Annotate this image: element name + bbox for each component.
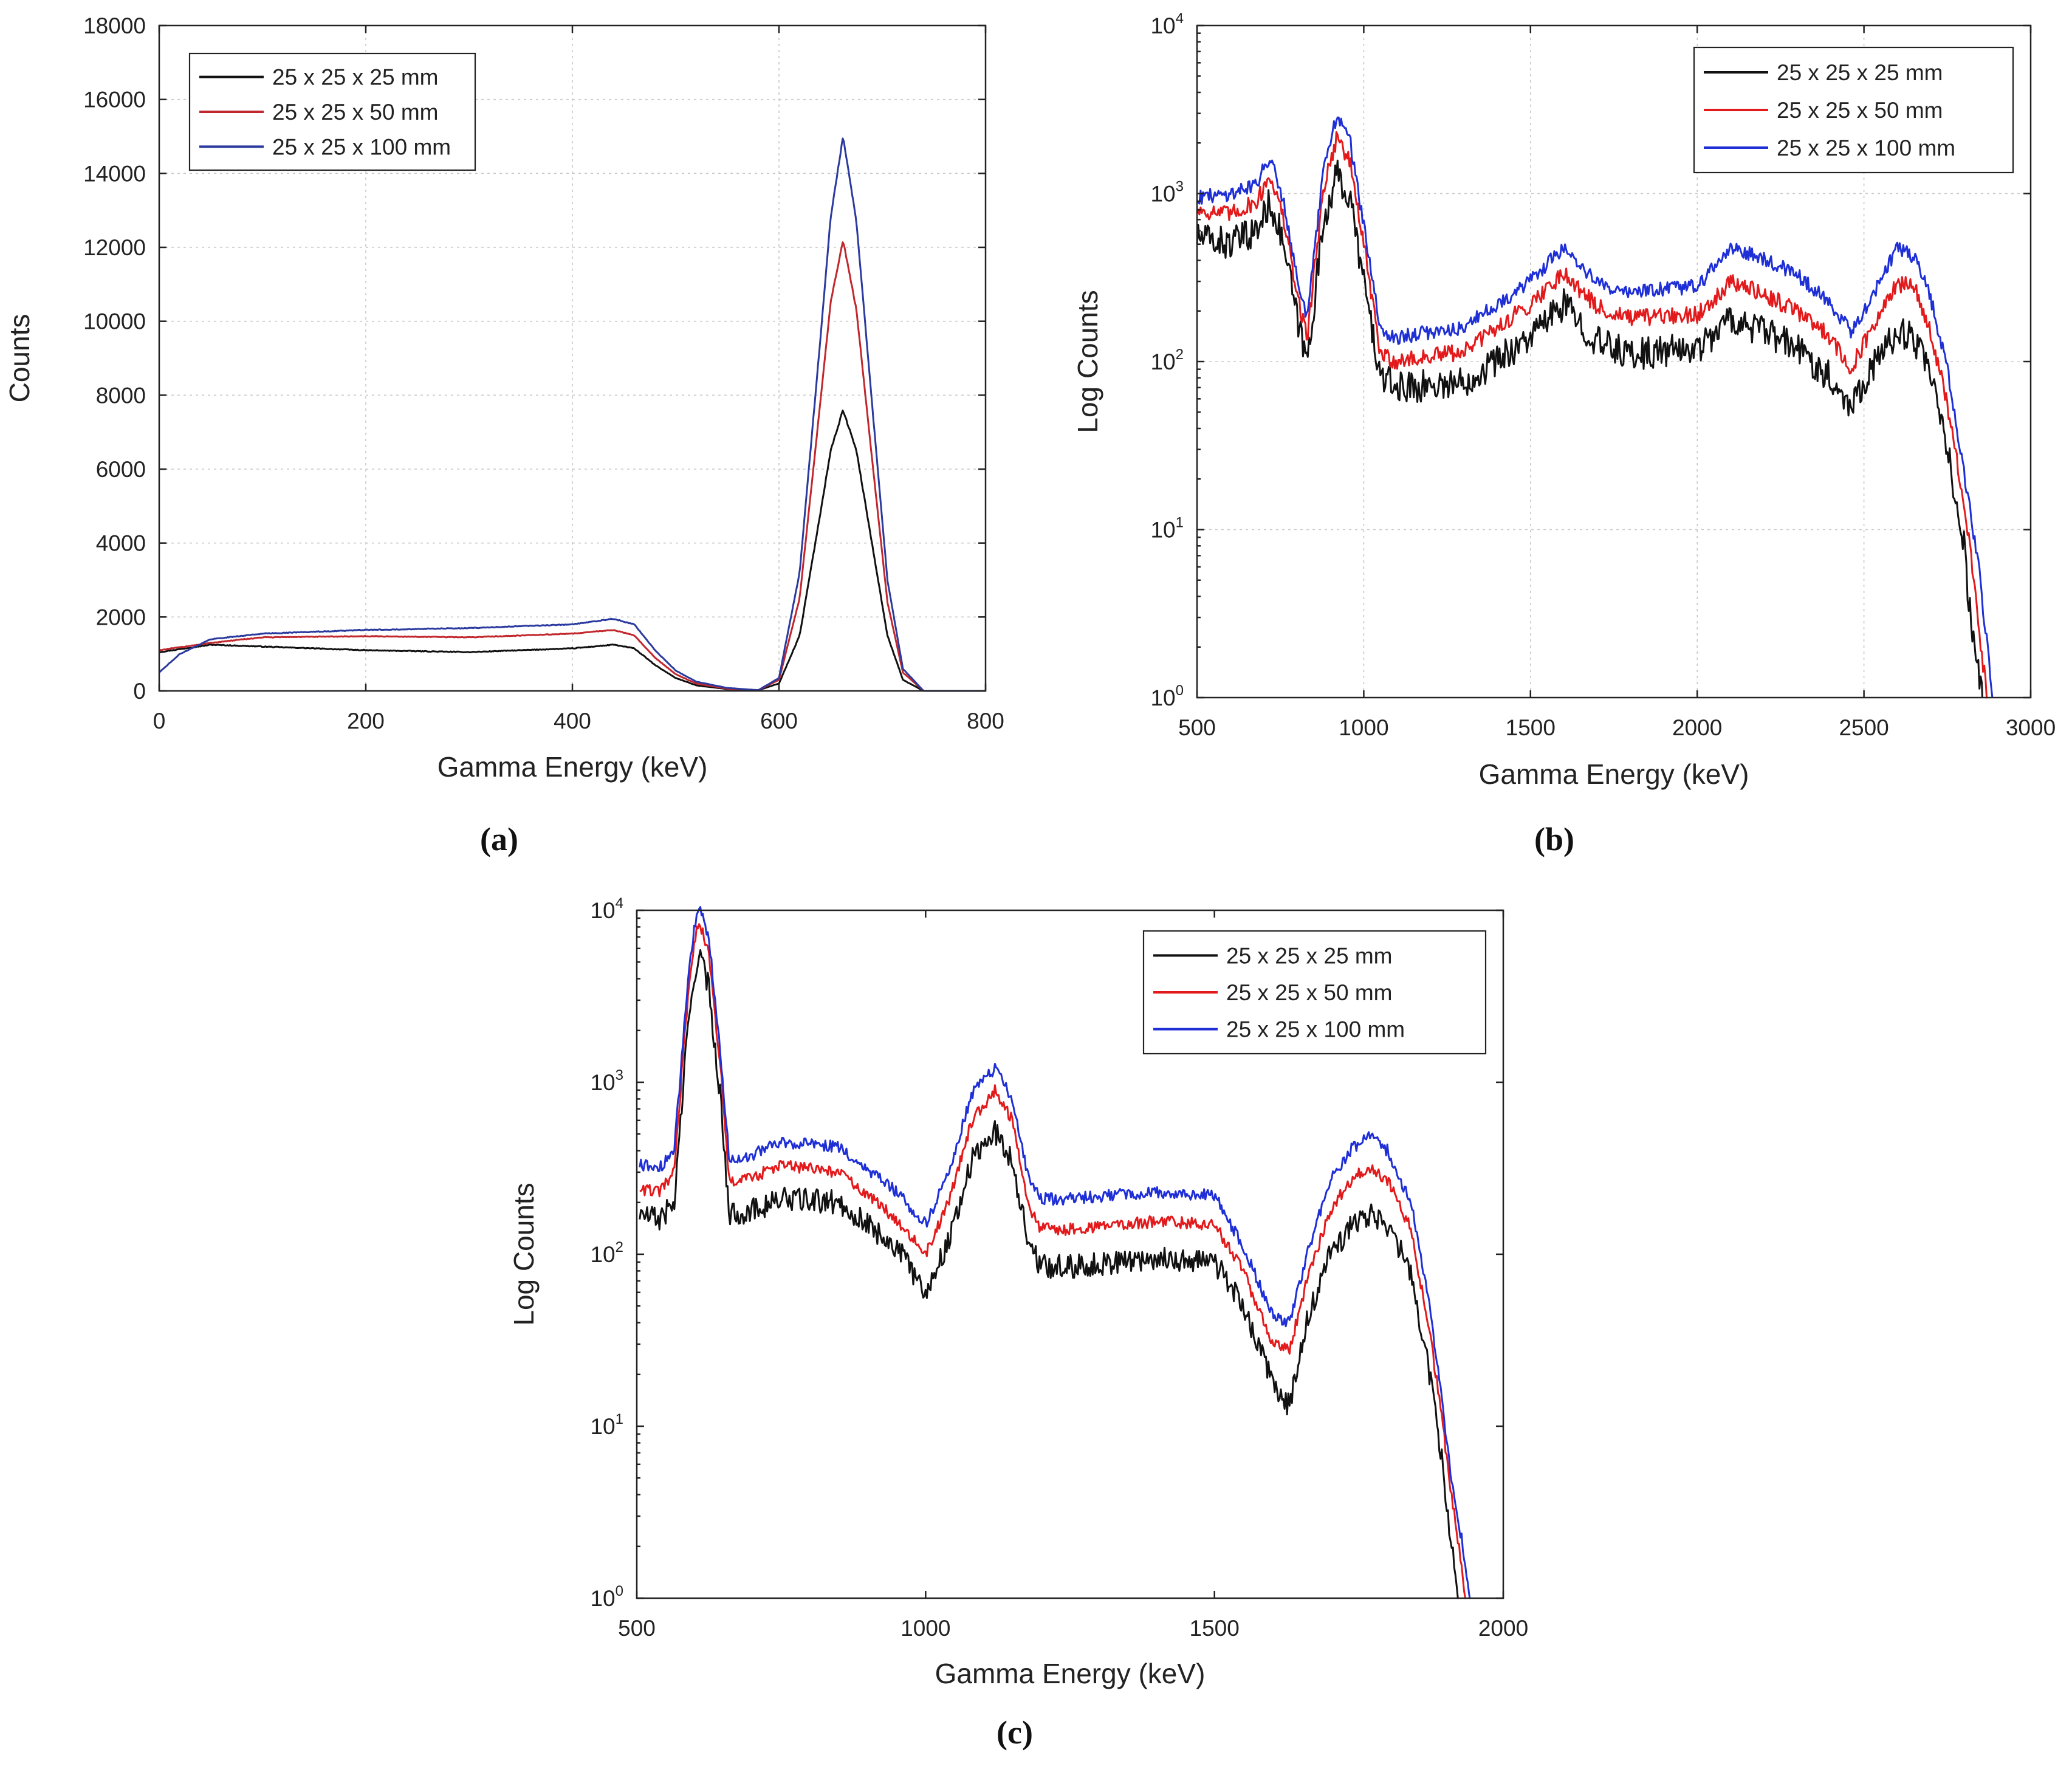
chart-panel-c: 500 1000 1500 2000 100 101 102 103 104 Gamma Ener… bbox=[504, 893, 1537, 1720]
y-tick-label: 100 bbox=[1150, 682, 1184, 710]
y-tick-label: 10000 bbox=[83, 309, 146, 334]
chart-c: 500 1000 1500 2000 100 101 102 103 104 Gamma Ener… bbox=[508, 895, 1528, 1689]
x-tick-label: 0 bbox=[153, 709, 166, 733]
x-tick-label: 600 bbox=[760, 709, 798, 733]
y-axis-title: Log Counts bbox=[508, 1183, 540, 1325]
x-axis-title: Gamma Energy (keV) bbox=[1479, 758, 1749, 790]
y-tick-label: 6000 bbox=[96, 457, 146, 482]
series-line-3 bbox=[1196, 116, 1994, 698]
series-line-1 bbox=[1196, 159, 1983, 698]
x-tick-label: 500 bbox=[1178, 715, 1216, 740]
y-tick-label: 12000 bbox=[83, 235, 146, 260]
y-tick-label: 0 bbox=[133, 679, 146, 704]
series-line-2 bbox=[159, 241, 986, 692]
panel-label-b: (b) bbox=[1534, 821, 1574, 857]
x-tick-label: 1500 bbox=[1506, 715, 1556, 740]
y-axis-title: Log Counts bbox=[1072, 290, 1103, 433]
chart-panel-b: 500 1000 1500 2000 2500 3000 100 101 102 103 104 Ga… bbox=[1069, 0, 2072, 808]
panel-label-a: (a) bbox=[480, 821, 518, 857]
legend: 25 x 25 x 25 mm 25 x 25 x 50 mm 25 x 25 x … bbox=[1693, 46, 2014, 174]
legend-label-3: 25 x 25 x 100 mm bbox=[1777, 136, 1955, 160]
x-tick-label: 200 bbox=[347, 709, 385, 733]
x-tick-label: 1000 bbox=[900, 1616, 950, 1641]
y-tick-label: 100 bbox=[590, 1583, 623, 1611]
y-tick-label: 18000 bbox=[83, 13, 146, 38]
y-tick-label: 4000 bbox=[96, 531, 146, 556]
legend-label-2: 25 x 25 x 50 mm bbox=[1777, 98, 1943, 123]
y-tick-label: 103 bbox=[1150, 179, 1184, 207]
legend-label-1: 25 x 25 x 25 mm bbox=[272, 65, 439, 90]
chart-a: 0 200 400 600 800020004000600080001000012000… bbox=[4, 13, 1004, 783]
x-tick-label: 1000 bbox=[1339, 715, 1388, 740]
y-tick-label: 2000 bbox=[96, 605, 146, 630]
grid-lines bbox=[1197, 26, 2031, 698]
y-tick-label: 102 bbox=[590, 1239, 623, 1267]
series-line-3 bbox=[639, 906, 1471, 1599]
x-axis-title: Gamma Energy (keV) bbox=[437, 751, 708, 783]
legend: 25 x 25 x 25 mm 25 x 25 x 50 mm 25 x 25 x … bbox=[188, 52, 476, 171]
series-line-1 bbox=[159, 410, 986, 692]
y-axis-title: Counts bbox=[4, 314, 35, 403]
legend-label-1: 25 x 25 x 25 mm bbox=[1777, 60, 1943, 85]
x-axis-title: Gamma Energy (keV) bbox=[935, 1658, 1206, 1689]
chart-b: 500 1000 1500 2000 2500 3000 100 101 102 103 104 Ga… bbox=[1072, 10, 2056, 790]
panel-label-c: (c) bbox=[997, 1714, 1033, 1751]
legend-label-1: 25 x 25 x 25 mm bbox=[1226, 943, 1393, 968]
legend-label-3: 25 x 25 x 100 mm bbox=[272, 134, 451, 159]
x-tick-label: 400 bbox=[554, 709, 591, 733]
legend-label-2: 25 x 25 x 50 mm bbox=[272, 100, 439, 125]
series-line-2 bbox=[639, 923, 1466, 1599]
legend: 25 x 25 x 25 mm 25 x 25 x 50 mm 25 x 25 x … bbox=[1142, 930, 1487, 1055]
y-tick-label: 101 bbox=[1150, 515, 1184, 543]
y-tick-label: 14000 bbox=[83, 161, 146, 186]
x-tick-label: 500 bbox=[618, 1616, 656, 1641]
series-line-1 bbox=[639, 949, 1459, 1599]
series-line-3 bbox=[158, 137, 986, 692]
legend-label-2: 25 x 25 x 50 mm bbox=[1226, 980, 1393, 1005]
y-tick-label: 102 bbox=[1150, 346, 1184, 374]
y-tick-label: 104 bbox=[1150, 10, 1184, 38]
x-tick-label: 800 bbox=[967, 709, 1004, 733]
x-tick-label: 2500 bbox=[1839, 715, 1888, 740]
chart-panel-a: 0 200 400 600 800 0 2000 4000 6000 8000 10000 12000… bbox=[0, 0, 1033, 808]
series-line-2 bbox=[1196, 131, 1988, 699]
x-tick-label: 3000 bbox=[2006, 715, 2056, 740]
y-tick-label: 101 bbox=[590, 1411, 623, 1439]
y-tick-label: 16000 bbox=[83, 88, 146, 112]
y-tick-label: 104 bbox=[590, 895, 623, 923]
y-tick-label: 8000 bbox=[96, 383, 146, 408]
y-tick-label: 103 bbox=[590, 1067, 623, 1095]
x-tick-label: 1500 bbox=[1190, 1616, 1240, 1641]
legend-label-3: 25 x 25 x 100 mm bbox=[1226, 1017, 1405, 1042]
x-tick-label: 2000 bbox=[1672, 715, 1722, 740]
x-tick-label: 2000 bbox=[1478, 1616, 1528, 1641]
grid-lines bbox=[159, 26, 986, 691]
